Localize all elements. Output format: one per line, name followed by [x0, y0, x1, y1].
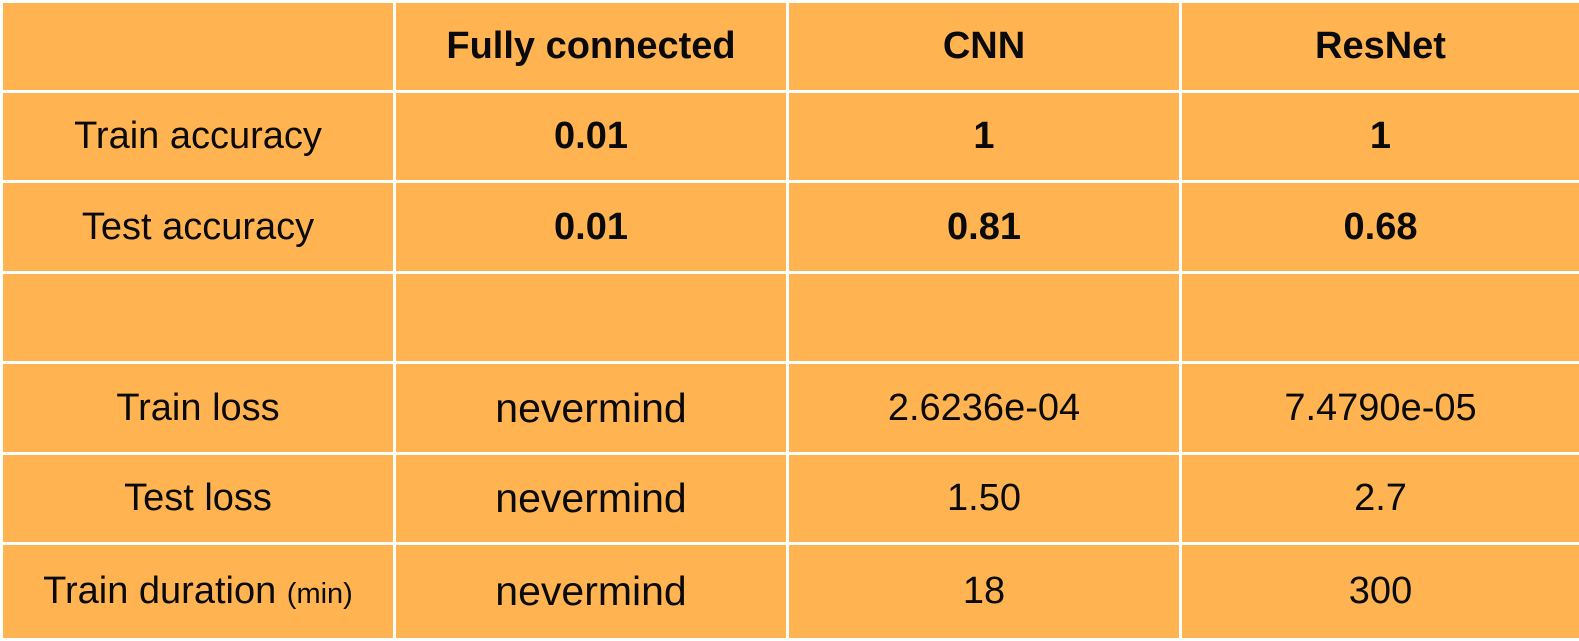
value-cell: 0.01	[393, 180, 789, 274]
header-cnn: CNN	[786, 0, 1182, 93]
value-cell: 7.4790e-05	[1179, 361, 1579, 455]
header-row: Fully connected CNN ResNet	[0, 0, 1579, 93]
value-cell: 1.50	[786, 451, 1182, 546]
header-resnet: ResNet	[1179, 0, 1579, 93]
value-cell: 300	[1179, 542, 1579, 641]
value-cell: 1	[1179, 89, 1579, 184]
row-test-loss: Test loss nevermind 1.50 2.7	[0, 451, 1579, 546]
value-cell: nevermind	[393, 451, 789, 546]
row-spacer	[0, 270, 1579, 365]
row-label	[0, 270, 396, 365]
row-label-text: Train duration	[43, 570, 277, 613]
row-label-train-duration: Train duration (min)	[0, 542, 396, 641]
row-label: Test loss	[0, 451, 396, 546]
value-cell: 0.81	[786, 180, 1182, 274]
value-cell: 2.6236e-04	[786, 361, 1182, 455]
value-cell	[393, 270, 789, 365]
value-cell: 0.01	[393, 89, 789, 184]
value-cell: 0.68	[1179, 180, 1579, 274]
row-train-duration: Train duration (min) nevermind 18 300	[0, 542, 1579, 641]
value-cell	[1179, 270, 1579, 365]
row-label: Train accuracy	[0, 89, 396, 184]
header-fully-connected: Fully connected	[393, 0, 789, 93]
row-train-accuracy: Train accuracy 0.01 1 1	[0, 89, 1579, 184]
unit-label: (min)	[286, 578, 353, 611]
row-train-loss: Train loss nevermind 2.6236e-04 7.4790e-…	[0, 361, 1579, 455]
value-cell: 2.7	[1179, 451, 1579, 546]
value-cell: nevermind	[393, 361, 789, 455]
value-cell: 1	[786, 89, 1182, 184]
row-label: Test accuracy	[0, 180, 396, 274]
row-test-accuracy: Test accuracy 0.01 0.81 0.68	[0, 180, 1579, 274]
header-corner-cell	[0, 0, 396, 93]
value-cell: nevermind	[393, 542, 789, 641]
value-cell	[786, 270, 1182, 365]
value-cell: 18	[786, 542, 1182, 641]
row-label: Train loss	[0, 361, 396, 455]
